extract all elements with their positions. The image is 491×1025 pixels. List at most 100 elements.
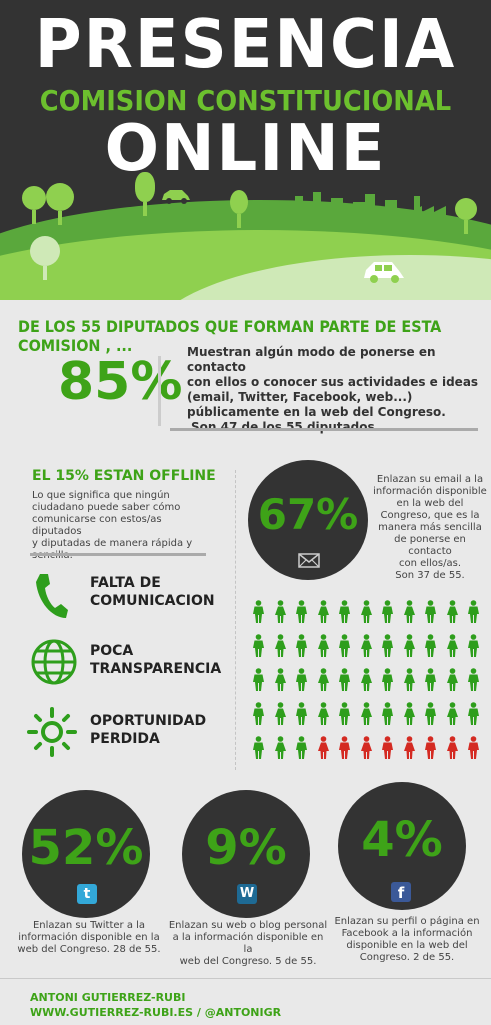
person-icon [403,600,415,623]
person-icon [382,668,393,691]
person-icon [446,736,458,759]
person-icon [339,736,350,759]
person-icon [274,600,286,623]
person-icon [468,736,479,759]
divider [170,428,478,431]
person-icon [253,736,264,759]
footer-link[interactable]: WWW.GUTIERREZ-RUBI.ES / @ANTONIGR [30,1006,282,1019]
offline-text-line: comunicarse con estos/as diputados [32,514,162,537]
divider [158,356,161,426]
facebook-icon: f [391,882,411,902]
title-line-2: COMISION CONSTITUCIONAL [39,84,452,117]
person-icon [425,736,436,759]
channel-text-line: Enlazan su perfil o página en [334,916,480,927]
person-icon [360,600,372,623]
tree-icon [46,183,74,225]
footer: ANTONI GUTIERREZ-RUBI WWW.GUTIERREZ-RUBI… [0,978,491,1025]
issue-transparency: POCA TRANSPARENCIA [90,642,221,678]
intro-text-line: públicamente en la web del Congreso. [187,405,446,419]
issue-label: TRANSPARENCIA [90,661,222,677]
person-icon [403,736,415,759]
person-icon [274,668,286,691]
channel-text-line: Enlazan su Twitter a la [32,920,146,931]
offline-text-line: sencilla. [32,550,212,562]
person-icon [446,668,458,691]
web-percentage: 9% [205,820,287,876]
channel-text-line: disponible en la web del [346,940,468,951]
channel-text-line: a la información disponible en la [172,932,324,955]
issue-label: COMUNICACION [90,593,215,609]
email-description: Enlazan su email a la información dispon… [372,474,488,582]
header-banner: PRESENCIA ONLINE COMISION CONSTITUCIONAL [0,0,491,300]
person-icon [274,702,286,725]
intro-text-line: Muestran algún modo de ponerse en contac… [187,345,436,374]
person-icon [468,634,479,657]
issue-opportunity: OPORTUNIDAD PERDIDA [90,712,206,748]
person-icon [403,702,415,725]
person-icon [296,600,307,623]
email-text-line: Enlazan su email a la [376,474,484,485]
tree-icon [135,172,155,216]
envelope-icon [298,553,320,568]
tree-icon [30,236,60,280]
offline-heading: EL 15% ESTAN OFFLINE [32,468,216,484]
person-icon [360,702,372,725]
facebook-stat-circle: 4% f [338,782,466,910]
email-percentage: 67% [257,490,359,539]
intro-heading: DE LOS 55 DIPUTADOS QUE FORMAN PARTE DE … [18,317,442,355]
person-icon [339,702,350,725]
twitter-percentage: 52% [28,820,144,876]
person-icon [360,668,372,691]
offline-text-line: Lo que significa que ningún [32,490,170,501]
person-icon [360,736,372,759]
car-icon [364,262,404,283]
channel-text-line: web del Congreso. 28 de 55. [17,944,161,955]
person-icon [425,600,436,623]
title-line-1: PRESENCIA [34,6,457,84]
channel-text-line: web del Congreso. 5 de 55. [179,956,317,967]
twitter-description: Enlazan su Twitter a la información disp… [14,920,164,956]
issue-label: PERDIDA [90,731,160,747]
person-icon [253,668,264,691]
person-icon [339,634,350,657]
channel-text-line: Congreso. 2 de 55. [359,952,455,963]
globe-icon [31,639,77,685]
person-icon [296,702,307,725]
person-icon [274,634,286,657]
twitter-stat-circle: 52% t [22,790,150,918]
person-icon [339,600,350,623]
channel-text-line: Facebook a la información [341,928,473,939]
tree-icon [455,198,477,234]
person-icon [253,702,264,725]
intro-text-line: con ellos o conocer sus actividades e id… [187,375,479,389]
person-icon [253,634,264,657]
email-text-line: de ponerse en contacto [394,534,466,557]
footer-author: ANTONI GUTIERREZ-RUBI [30,991,186,1004]
offline-text-line: y diputadas de manera rápida y [32,538,193,549]
person-icon [446,600,458,623]
person-icon [339,668,350,691]
person-icon [317,600,329,623]
email-text-line: manera más sencilla [378,522,482,533]
phone-icon [36,574,68,618]
person-icon [382,600,393,623]
intro-description: Muestran algún modo de ponerse en contac… [187,345,487,435]
twitter-icon: t [77,884,97,904]
issue-label: POCA [90,643,134,659]
tree-icon [22,186,46,224]
person-icon [382,634,393,657]
person-icon [425,668,436,691]
person-icon [274,736,286,759]
tree-icon [230,190,248,228]
issue-communication: FALTA DE COMUNICACION [90,574,215,610]
person-icon [296,736,307,759]
intro-percentage: 85% [58,352,183,412]
channel-text-line: Enlazan su web o blog personal [168,920,328,931]
title-line-3: ONLINE [104,112,387,186]
offline-text-line: ciudadano puede saber cómo [32,502,181,513]
wordpress-icon: W [237,884,257,904]
city-skyline-icon [285,192,415,222]
car-icon [162,190,190,204]
person-icon [317,634,329,657]
person-icon [317,736,329,759]
